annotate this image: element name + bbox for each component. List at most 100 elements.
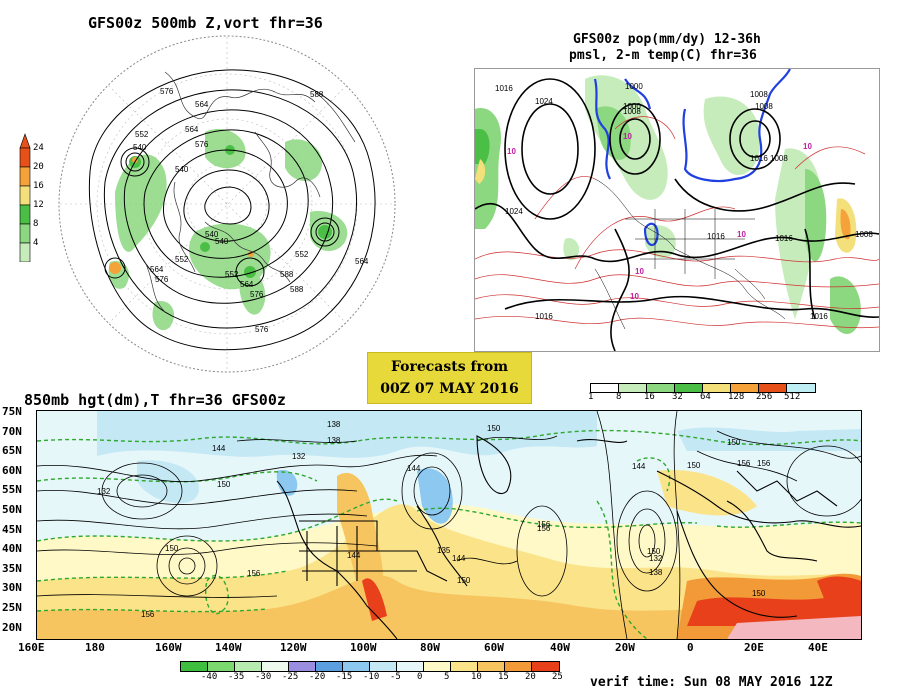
longitude-label: 0 [687, 641, 694, 654]
latitude-label: 70N [2, 424, 22, 438]
temp-legend-label: 25 [552, 672, 563, 682]
longitude-label: 160W [155, 641, 182, 654]
latitude-label: 65N [2, 444, 22, 458]
temperature-label: 10 [507, 147, 516, 156]
height-contour-label: 150 [487, 424, 501, 433]
tl-legend-swatch [19, 166, 31, 187]
longitude-label: 40E [808, 641, 828, 654]
pop-legend-label: 256 [756, 392, 773, 402]
pressure-label: 1024 [535, 97, 553, 106]
height-contour-label: 144 [212, 444, 226, 453]
temperature-label: 10 [635, 267, 644, 276]
temp-legend-label: 15 [498, 672, 509, 682]
height-contour-label: 150 [752, 589, 766, 598]
polar-contour-label: 576 [195, 140, 209, 149]
height-contour-label: 132 [97, 487, 111, 496]
longitude-label: 120W [280, 641, 307, 654]
pop-legend-label: 16 [644, 392, 655, 402]
pressure-label: 1024 [505, 207, 523, 216]
latitude-label: 20N [2, 620, 22, 634]
pressure-label: 1008 [770, 154, 788, 163]
height-contour-label: 138 [327, 436, 341, 445]
height-contour-label: 156 [537, 524, 551, 533]
height-contour-label: 135 [437, 546, 451, 555]
latitude-label: 40N [2, 542, 22, 556]
tl-legend-label: 20 [33, 162, 44, 172]
panel-bottom-title: 850mb hgt(dm),T fhr=36 GFS00z [24, 391, 286, 409]
height-contour-label: 132 [649, 554, 663, 563]
tl-legend-swatch [19, 223, 31, 244]
tl-legend-label: 12 [33, 200, 44, 210]
height-contour-label: 156 [247, 569, 261, 578]
temp-legend-label: 5 [444, 672, 450, 682]
tl-legend-label: 24 [33, 143, 44, 153]
temp-legend-swatch [477, 661, 506, 672]
temp-legend-swatch [423, 661, 452, 672]
polar-contour-label: 540 [133, 143, 147, 152]
polar-contour-label: 540 [175, 165, 189, 174]
latitude-label: 50N [2, 503, 22, 516]
pressure-label: 1016 [707, 232, 725, 241]
pop-legend-label: 32 [672, 392, 683, 402]
polar-contour-label: 588 [280, 270, 294, 279]
polar-contour-label: 576 [250, 290, 264, 299]
panel-tl-title: GFS00z 500mb Z,vort fhr=36 [88, 14, 323, 32]
pressure-label: 1016 [535, 312, 553, 321]
polar-contour-label: 564 [185, 125, 199, 134]
longitude-label: 20W [615, 641, 635, 654]
height-contour-label: 144 [632, 462, 646, 471]
temp-legend-swatch [315, 661, 344, 672]
longitude-label: 160E [18, 641, 45, 654]
height-contour-label: 156 [737, 459, 751, 468]
forecast-init-badge: Forecasts from 00Z 07 MAY 2016 [367, 352, 532, 404]
temperature-label: 10 [623, 132, 632, 141]
latitude-label: 25N [2, 601, 22, 614]
polar-contour-label: 552 [135, 130, 149, 139]
longitude-label: 20E [744, 641, 764, 654]
height-contour-label: 150 [217, 480, 231, 489]
height-contour-label: 156 [141, 610, 155, 619]
pressure-label: 1016 [750, 154, 768, 163]
temp-legend-swatch [207, 661, 236, 672]
pressure-label: 1016 [775, 234, 793, 243]
badge-line-2: 00Z 07 MAY 2016 [380, 381, 519, 397]
height-contour-label: 138 [649, 568, 663, 577]
polar-contour-label: 540 [215, 237, 229, 246]
pressure-label: 1000 [623, 102, 641, 111]
height-contour-label: 150 [165, 544, 179, 553]
pressure-label: 1016 [495, 84, 513, 93]
temp-legend-swatch [450, 661, 479, 672]
longitude-label: 140W [215, 641, 242, 654]
height-contour-label: 144 [347, 551, 361, 560]
height-contour-label: 150 [647, 547, 661, 556]
temp-legend-swatch [396, 661, 425, 672]
tl-legend-label: 4 [33, 238, 39, 248]
polar-contour-label: 552 [175, 255, 189, 264]
temp-legend-label: -20 [309, 672, 326, 682]
polar-contour-label: 588 [290, 285, 304, 294]
longitude-label: 80W [420, 641, 440, 654]
pressure-label: 1008 [623, 107, 641, 116]
polar-contour-label: 576 [155, 275, 169, 284]
temp-legend-label: -40 [201, 672, 218, 682]
temperature-legend: -40 -35 -30 -25 -20 -15 -10 -5 0 5 10 15 20 25 [152, 660, 582, 686]
polar-contour-label: 564 [240, 280, 254, 289]
pressure-label: 1008 [755, 102, 773, 111]
pressure-label: 1008 [855, 230, 873, 239]
temp-legend-swatch [504, 661, 533, 672]
polar-contour-label: 564 [150, 265, 164, 274]
pressure-label: 1008 [750, 90, 768, 99]
polar-contour-label: 540 [205, 230, 219, 239]
longitude-label: 60W [484, 641, 504, 654]
verif-time: verif time: Sun 08 MAY 2016 12Z [590, 675, 833, 690]
longitude-label: 40W [550, 641, 570, 654]
temp-legend-swatch [261, 661, 290, 672]
pressure-label: 1016 [810, 312, 828, 321]
panel-tl-legend [18, 132, 58, 263]
tl-legend-label: 8 [33, 219, 39, 229]
polar-contour-label: 552 [295, 250, 309, 259]
tl-legend-swatch [19, 242, 31, 263]
height-contour-label: 156 [757, 459, 771, 468]
temp-legend-label: -35 [228, 672, 245, 682]
temperature-label: 10 [803, 142, 812, 151]
